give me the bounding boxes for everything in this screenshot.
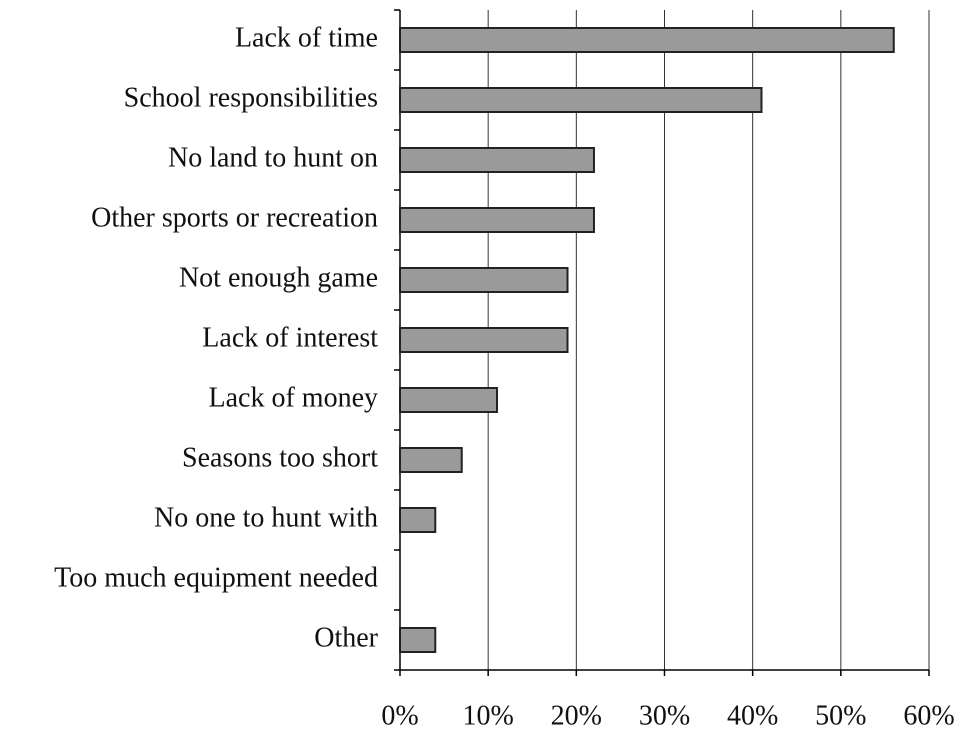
y-tick-label: Lack of money [209,382,379,413]
y-tick-label: Other [314,622,378,653]
y-tick-label: Lack of interest [202,322,378,353]
y-tick-label: Seasons too short [182,442,378,473]
x-tick-label: 60% [903,700,954,731]
bar [399,87,763,113]
bar [399,447,463,473]
bar [399,627,437,653]
x-tick-label: 10% [463,700,514,731]
x-tick-label: 0% [381,700,418,731]
bar [399,267,569,293]
y-tick-label: No land to hunt on [168,142,378,173]
bar [399,327,569,353]
bar [399,387,498,413]
x-tick-label: 20% [551,700,602,731]
bar [399,207,595,233]
y-tick-label: Not enough game [179,262,378,293]
y-tick-label: School responsibilities [124,82,378,113]
x-tick-label: 40% [727,700,778,731]
bar [399,147,595,173]
y-tick-label: Other sports or recreation [91,202,378,233]
bar [399,507,437,533]
y-tick-label: Lack of time [235,22,378,53]
y-tick-label: No one to hunt with [154,502,378,533]
x-tick-label: 30% [639,700,690,731]
x-tick-label: 50% [815,700,866,731]
y-tick-label: Too much equipment needed [54,562,378,593]
bar [399,27,895,53]
